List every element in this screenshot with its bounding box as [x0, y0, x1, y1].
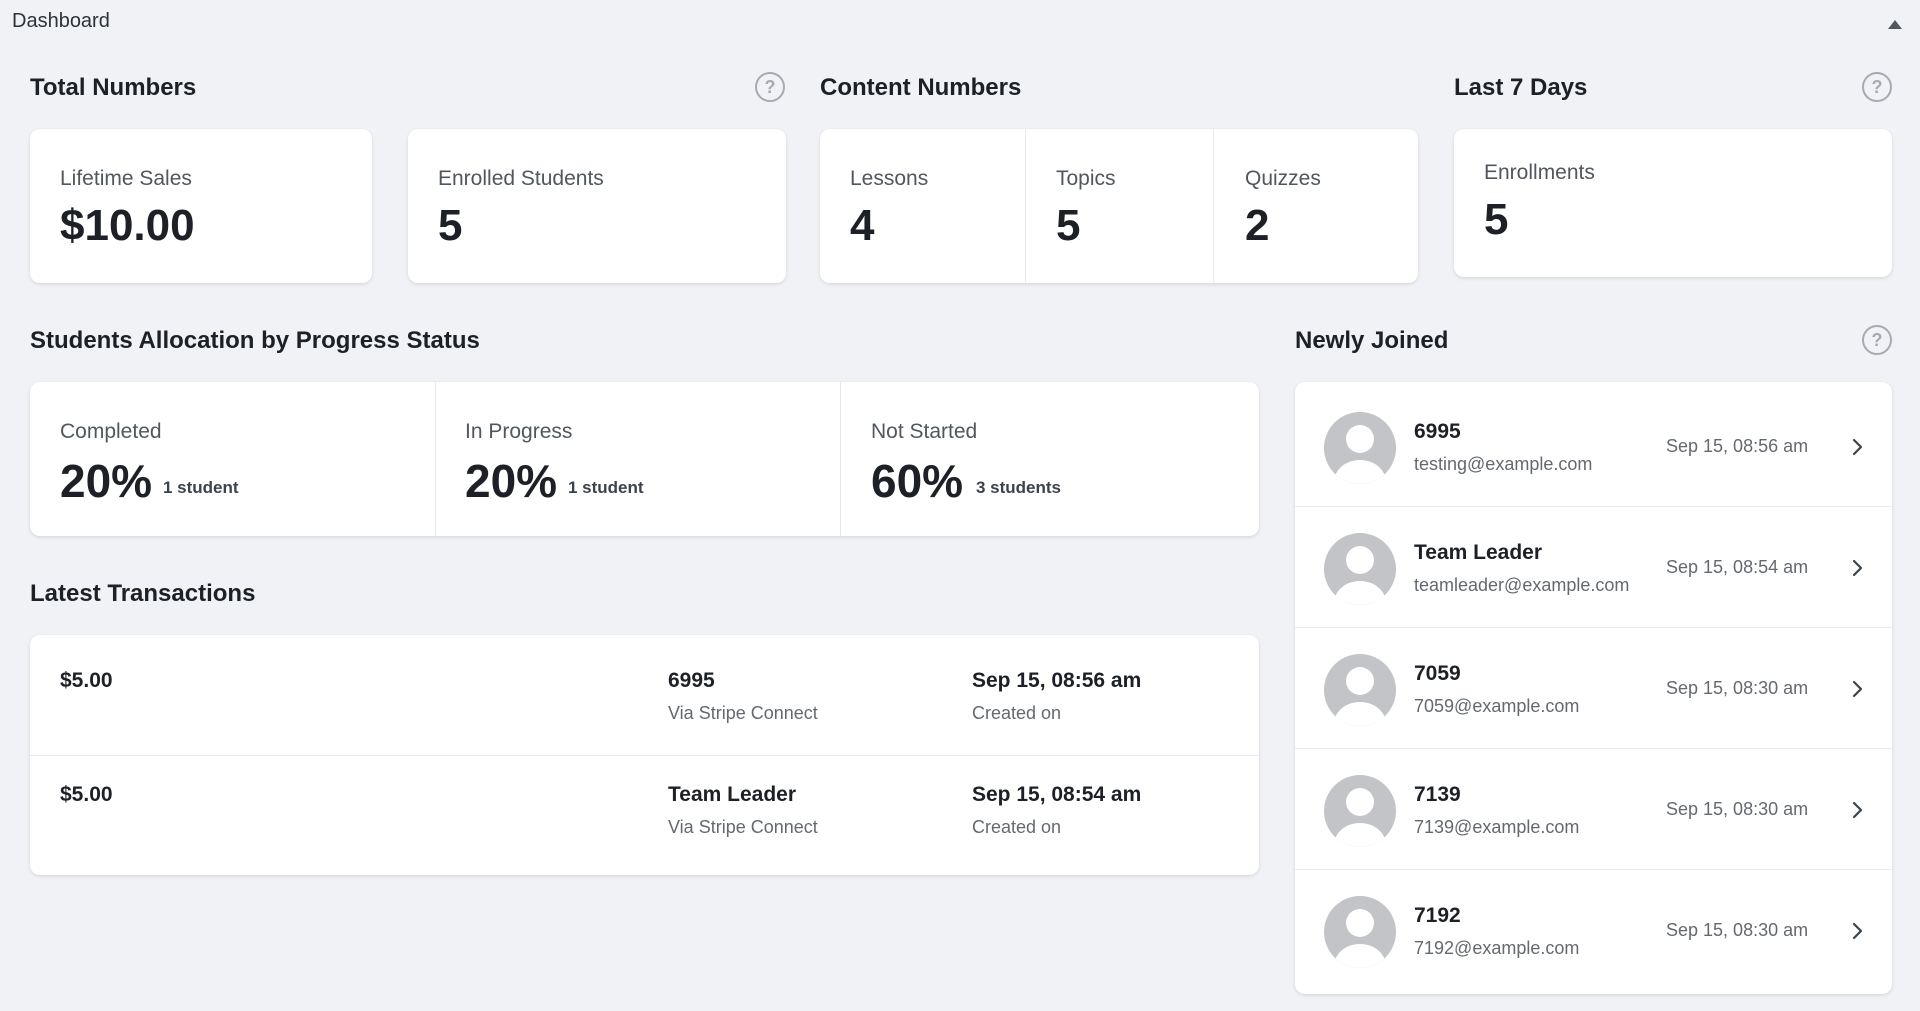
- transaction-date: Sep 15, 08:56 am: [972, 669, 1142, 692]
- newly-joined-heading: Newly Joined: [1295, 327, 1449, 354]
- user-name: Team Leader: [1414, 541, 1542, 564]
- divider: [1213, 129, 1214, 283]
- in-progress-count: 1 student: [568, 478, 644, 497]
- user-name: 7192: [1414, 904, 1461, 927]
- lifetime-sales-value: $10.00: [60, 201, 195, 250]
- joined-time: Sep 15, 08:30 am: [1666, 678, 1809, 698]
- user-silhouette-icon: [1324, 896, 1396, 968]
- divider: [1295, 627, 1892, 628]
- last-7-days-heading: Last 7 Days: [1454, 74, 1588, 101]
- user-email: 7139@example.com: [1414, 817, 1580, 837]
- in-progress-percent: 20%: [465, 455, 558, 507]
- total-numbers-heading: Total Numbers: [30, 74, 197, 101]
- transaction-user: 6995: [668, 669, 715, 692]
- transaction-user: Team Leader: [668, 783, 796, 806]
- user-silhouette-icon: [1324, 412, 1396, 484]
- user-email: 7059@example.com: [1414, 696, 1580, 716]
- newly-joined-row[interactable]: Team Leader teamleader@example.com Sep 1…: [1295, 503, 1892, 623]
- transaction-amount: $5.00: [60, 669, 113, 692]
- divider: [840, 382, 841, 536]
- divider: [1295, 506, 1892, 507]
- completed-label: Completed: [60, 420, 162, 443]
- transaction-method: Via Stripe Connect: [668, 817, 818, 837]
- newly-joined-row[interactable]: 7192 7192@example.com Sep 15, 08:30 am: [1295, 866, 1892, 986]
- joined-time: Sep 15, 08:54 am: [1666, 557, 1809, 577]
- caret-up-icon[interactable]: [1888, 20, 1902, 29]
- chevron-right-icon: [1852, 680, 1863, 698]
- in-progress-label: In Progress: [465, 420, 573, 443]
- allocation-heading: Students Allocation by Progress Status: [30, 327, 480, 354]
- enrollments-card: Enrollments 5: [1454, 129, 1892, 277]
- content-numbers-card: Lessons 4 Topics 5 Quizzes 2: [820, 129, 1418, 283]
- transaction-row[interactable]: $5.00 Team Leader Via Stripe Connect Sep…: [30, 749, 1259, 864]
- user-silhouette-icon: [1324, 654, 1396, 726]
- topics-value: 5: [1056, 201, 1081, 250]
- chevron-right-icon: [1852, 559, 1863, 577]
- transaction-method: Via Stripe Connect: [668, 703, 818, 723]
- user-name: 6995: [1414, 420, 1461, 443]
- lifetime-sales-card: Lifetime Sales $10.00: [30, 129, 372, 283]
- chevron-right-icon: [1852, 922, 1863, 940]
- content-numbers-heading: Content Numbers: [820, 74, 1022, 101]
- transaction-date: Sep 15, 08:54 am: [972, 783, 1142, 806]
- enrolled-students-label: Enrolled Students: [438, 167, 604, 190]
- user-silhouette-icon: [1324, 533, 1396, 605]
- divider: [435, 382, 436, 536]
- newly-joined-row[interactable]: 6995 testing@example.com Sep 15, 08:56 a…: [1295, 382, 1892, 502]
- user-email: testing@example.com: [1414, 454, 1593, 474]
- completed-count: 1 student: [163, 478, 239, 497]
- lifetime-sales-label: Lifetime Sales: [60, 167, 192, 190]
- lessons-value: 4: [850, 201, 875, 250]
- user-email: 7192@example.com: [1414, 938, 1580, 958]
- latest-transactions-heading: Latest Transactions: [30, 580, 256, 607]
- total-numbers-help-icon[interactable]: ?: [755, 72, 785, 102]
- divider: [1295, 748, 1892, 749]
- not-started-percent: 60%: [871, 455, 964, 507]
- newly-joined-card: 6995 testing@example.com Sep 15, 08:56 a…: [1295, 382, 1892, 994]
- enrolled-students-card: Enrolled Students 5: [408, 129, 786, 283]
- chevron-right-icon: [1852, 801, 1863, 819]
- divider: [1025, 129, 1026, 283]
- joined-time: Sep 15, 08:56 am: [1666, 436, 1809, 456]
- newly-joined-row[interactable]: 7059 7059@example.com Sep 15, 08:30 am: [1295, 624, 1892, 744]
- not-started-count: 3 students: [976, 478, 1062, 497]
- joined-time: Sep 15, 08:30 am: [1666, 799, 1809, 819]
- newly-joined-help-icon[interactable]: ?: [1862, 325, 1892, 355]
- user-name: 7059: [1414, 662, 1461, 685]
- user-silhouette-icon: [1324, 775, 1396, 847]
- divider: [1295, 869, 1892, 870]
- not-started-label: Not Started: [871, 420, 978, 443]
- enrolled-students-value: 5: [438, 201, 463, 250]
- enrollments-value: 5: [1484, 195, 1509, 244]
- transaction-date-label: Created on: [972, 703, 1062, 723]
- transaction-date-label: Created on: [972, 817, 1062, 837]
- user-name: 7139: [1414, 783, 1461, 806]
- completed-percent: 20%: [60, 455, 153, 507]
- page-title: Dashboard: [12, 10, 110, 32]
- transaction-row[interactable]: $5.00 6995 Via Stripe Connect Sep 15, 08…: [30, 635, 1259, 750]
- lessons-label: Lessons: [850, 167, 929, 190]
- topics-label: Topics: [1056, 167, 1116, 190]
- transaction-amount: $5.00: [60, 783, 113, 806]
- dashboard-header: Dashboard: [0, 0, 1920, 42]
- divider: [30, 755, 1259, 756]
- user-email: teamleader@example.com: [1414, 575, 1630, 595]
- last-7-days-help-icon[interactable]: ?: [1862, 72, 1892, 102]
- chevron-right-icon: [1852, 438, 1863, 456]
- joined-time: Sep 15, 08:30 am: [1666, 920, 1809, 940]
- quizzes-value: 2: [1245, 201, 1270, 250]
- quizzes-label: Quizzes: [1245, 167, 1321, 190]
- transactions-card: $5.00 6995 Via Stripe Connect Sep 15, 08…: [30, 635, 1259, 875]
- allocation-card: Completed 20% 1 student In Progress 20% …: [30, 382, 1259, 536]
- enrollments-label: Enrollments: [1484, 161, 1595, 184]
- newly-joined-row[interactable]: 7139 7139@example.com Sep 15, 08:30 am: [1295, 745, 1892, 865]
